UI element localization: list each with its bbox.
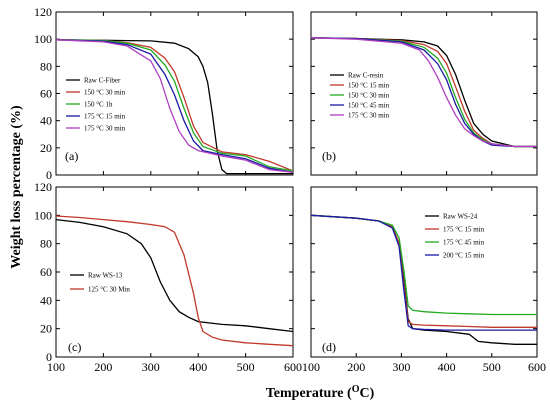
series-line-2 bbox=[56, 39, 293, 172]
legend-entry: 150 °C 1h bbox=[84, 101, 113, 109]
legend-entry: 150 °C 30 min bbox=[348, 92, 390, 100]
legend-entry: 175 °C 45 min bbox=[443, 239, 485, 247]
panel-c: 100 200 300 400 500 600 0 20 40 60 80 100 120 Raw WS-… bbox=[34, 180, 302, 374]
x-tick-label: 300 bbox=[392, 360, 410, 374]
panel-a: 0 20 40 60 80 100 120 Raw C-Fiber 150 °C 30 min 1… bbox=[34, 5, 294, 182]
y-tick-label: 60 bbox=[40, 265, 52, 279]
legend-entry: 200 °C 15 min bbox=[443, 252, 485, 260]
series-line-1 bbox=[311, 214, 537, 328]
series-line-1 bbox=[311, 37, 537, 148]
y-tick-label: 100 bbox=[34, 32, 52, 46]
panels: 0 20 40 60 80 100 120 Raw C-Fiber 150 °C 30 min 1… bbox=[34, 5, 546, 374]
x-tick-label: 600 bbox=[284, 360, 302, 374]
x-tick-label: 100 bbox=[302, 360, 320, 374]
legend-entry: Raw WS-13 bbox=[88, 272, 123, 280]
y-tick-label: 40 bbox=[40, 293, 52, 307]
y-tick-label: 60 bbox=[40, 87, 52, 101]
y-tick-label: 100 bbox=[34, 208, 52, 222]
legend-entry: 175 °C 30 min bbox=[84, 125, 126, 133]
panel-label: (d) bbox=[322, 340, 336, 354]
y-tick-label: 120 bbox=[34, 180, 52, 194]
legend-entry: 150 °C 15 min bbox=[348, 82, 390, 90]
panel-label: (c) bbox=[68, 340, 81, 354]
y-tick-label: 80 bbox=[40, 237, 52, 251]
series-line-4 bbox=[311, 37, 537, 148]
panel-d: 100 200 300 400 500 600 Raw WS-24 175 °C 15 min… bbox=[302, 186, 546, 374]
legend-entry: 175 °C 30 min bbox=[348, 112, 390, 120]
x-axis-title: Temperature (OC) bbox=[266, 384, 375, 402]
series-line-2 bbox=[311, 214, 537, 316]
x-tick-label: 500 bbox=[483, 360, 501, 374]
y-tick-label: 80 bbox=[40, 59, 52, 73]
y-tick-label: 40 bbox=[40, 114, 52, 128]
legend-entry: 175 °C 15 min bbox=[443, 226, 485, 234]
series-line-0 bbox=[311, 37, 537, 148]
panel-b: Raw C-resin 150 °C 15 min 150 °C 30 min 150… bbox=[310, 11, 538, 176]
y-tick-label: 0 bbox=[46, 168, 52, 182]
series-line-2 bbox=[311, 37, 537, 148]
y-tick-label: 20 bbox=[40, 141, 52, 155]
legend-entry: 175 °C 15 min bbox=[84, 113, 126, 121]
x-tick-label: 500 bbox=[237, 360, 255, 374]
series-line-3 bbox=[56, 39, 293, 173]
legend-entry: Raw C-resin bbox=[348, 72, 384, 80]
legend-entry: 150 °C 30 min bbox=[84, 89, 126, 97]
series-line-3 bbox=[311, 37, 537, 148]
x-tick-label: 400 bbox=[189, 360, 207, 374]
x-tick-label: 100 bbox=[47, 360, 65, 374]
legend-entry: Raw WS-24 bbox=[443, 213, 478, 221]
series-line-1 bbox=[56, 215, 293, 347]
panel-label: (b) bbox=[322, 149, 336, 163]
plot-frame bbox=[310, 11, 538, 176]
legend-entry: Raw C-Fiber bbox=[84, 77, 121, 85]
series-line-3 bbox=[311, 214, 537, 331]
y-axis-title: Weight loss percentage (%) bbox=[9, 105, 24, 269]
legend-entry: 150 °C 45 min bbox=[348, 102, 390, 110]
x-tick-label: 200 bbox=[94, 360, 112, 374]
panel-label: (a) bbox=[65, 149, 78, 163]
x-tick-label: 400 bbox=[438, 360, 456, 374]
y-tick-label: 20 bbox=[40, 322, 52, 336]
plot-frame bbox=[310, 186, 538, 358]
x-tick-label: 300 bbox=[142, 360, 160, 374]
series-line-0 bbox=[56, 218, 293, 333]
y-tick-label: 120 bbox=[34, 5, 52, 19]
series-line-0 bbox=[56, 39, 293, 175]
series-line-4 bbox=[56, 39, 293, 173]
y-tick-label: 0 bbox=[46, 350, 52, 364]
x-tick-label: 200 bbox=[347, 360, 365, 374]
legend-entry: 125 °C 30 Min bbox=[88, 286, 130, 294]
x-tick-label: 600 bbox=[528, 360, 546, 374]
